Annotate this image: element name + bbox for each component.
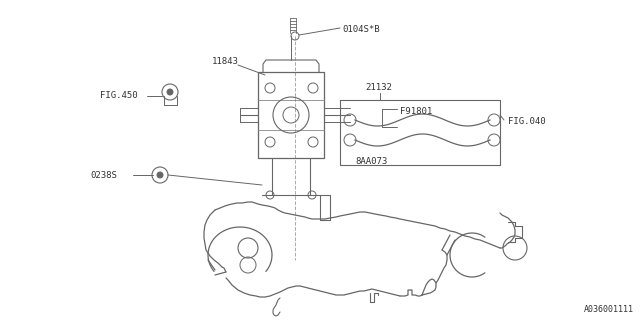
Text: 11843: 11843 — [212, 58, 239, 67]
Text: 0238S: 0238S — [90, 171, 117, 180]
Text: FIG.040: FIG.040 — [508, 117, 546, 126]
Text: A036001111: A036001111 — [584, 305, 634, 314]
Text: 0104S*B: 0104S*B — [342, 26, 380, 35]
Circle shape — [157, 172, 163, 178]
Text: F91801: F91801 — [400, 108, 432, 116]
Text: FIG.450: FIG.450 — [100, 92, 138, 100]
Text: 21132: 21132 — [365, 84, 392, 92]
Circle shape — [167, 89, 173, 95]
Text: 8AA073: 8AA073 — [355, 157, 387, 166]
